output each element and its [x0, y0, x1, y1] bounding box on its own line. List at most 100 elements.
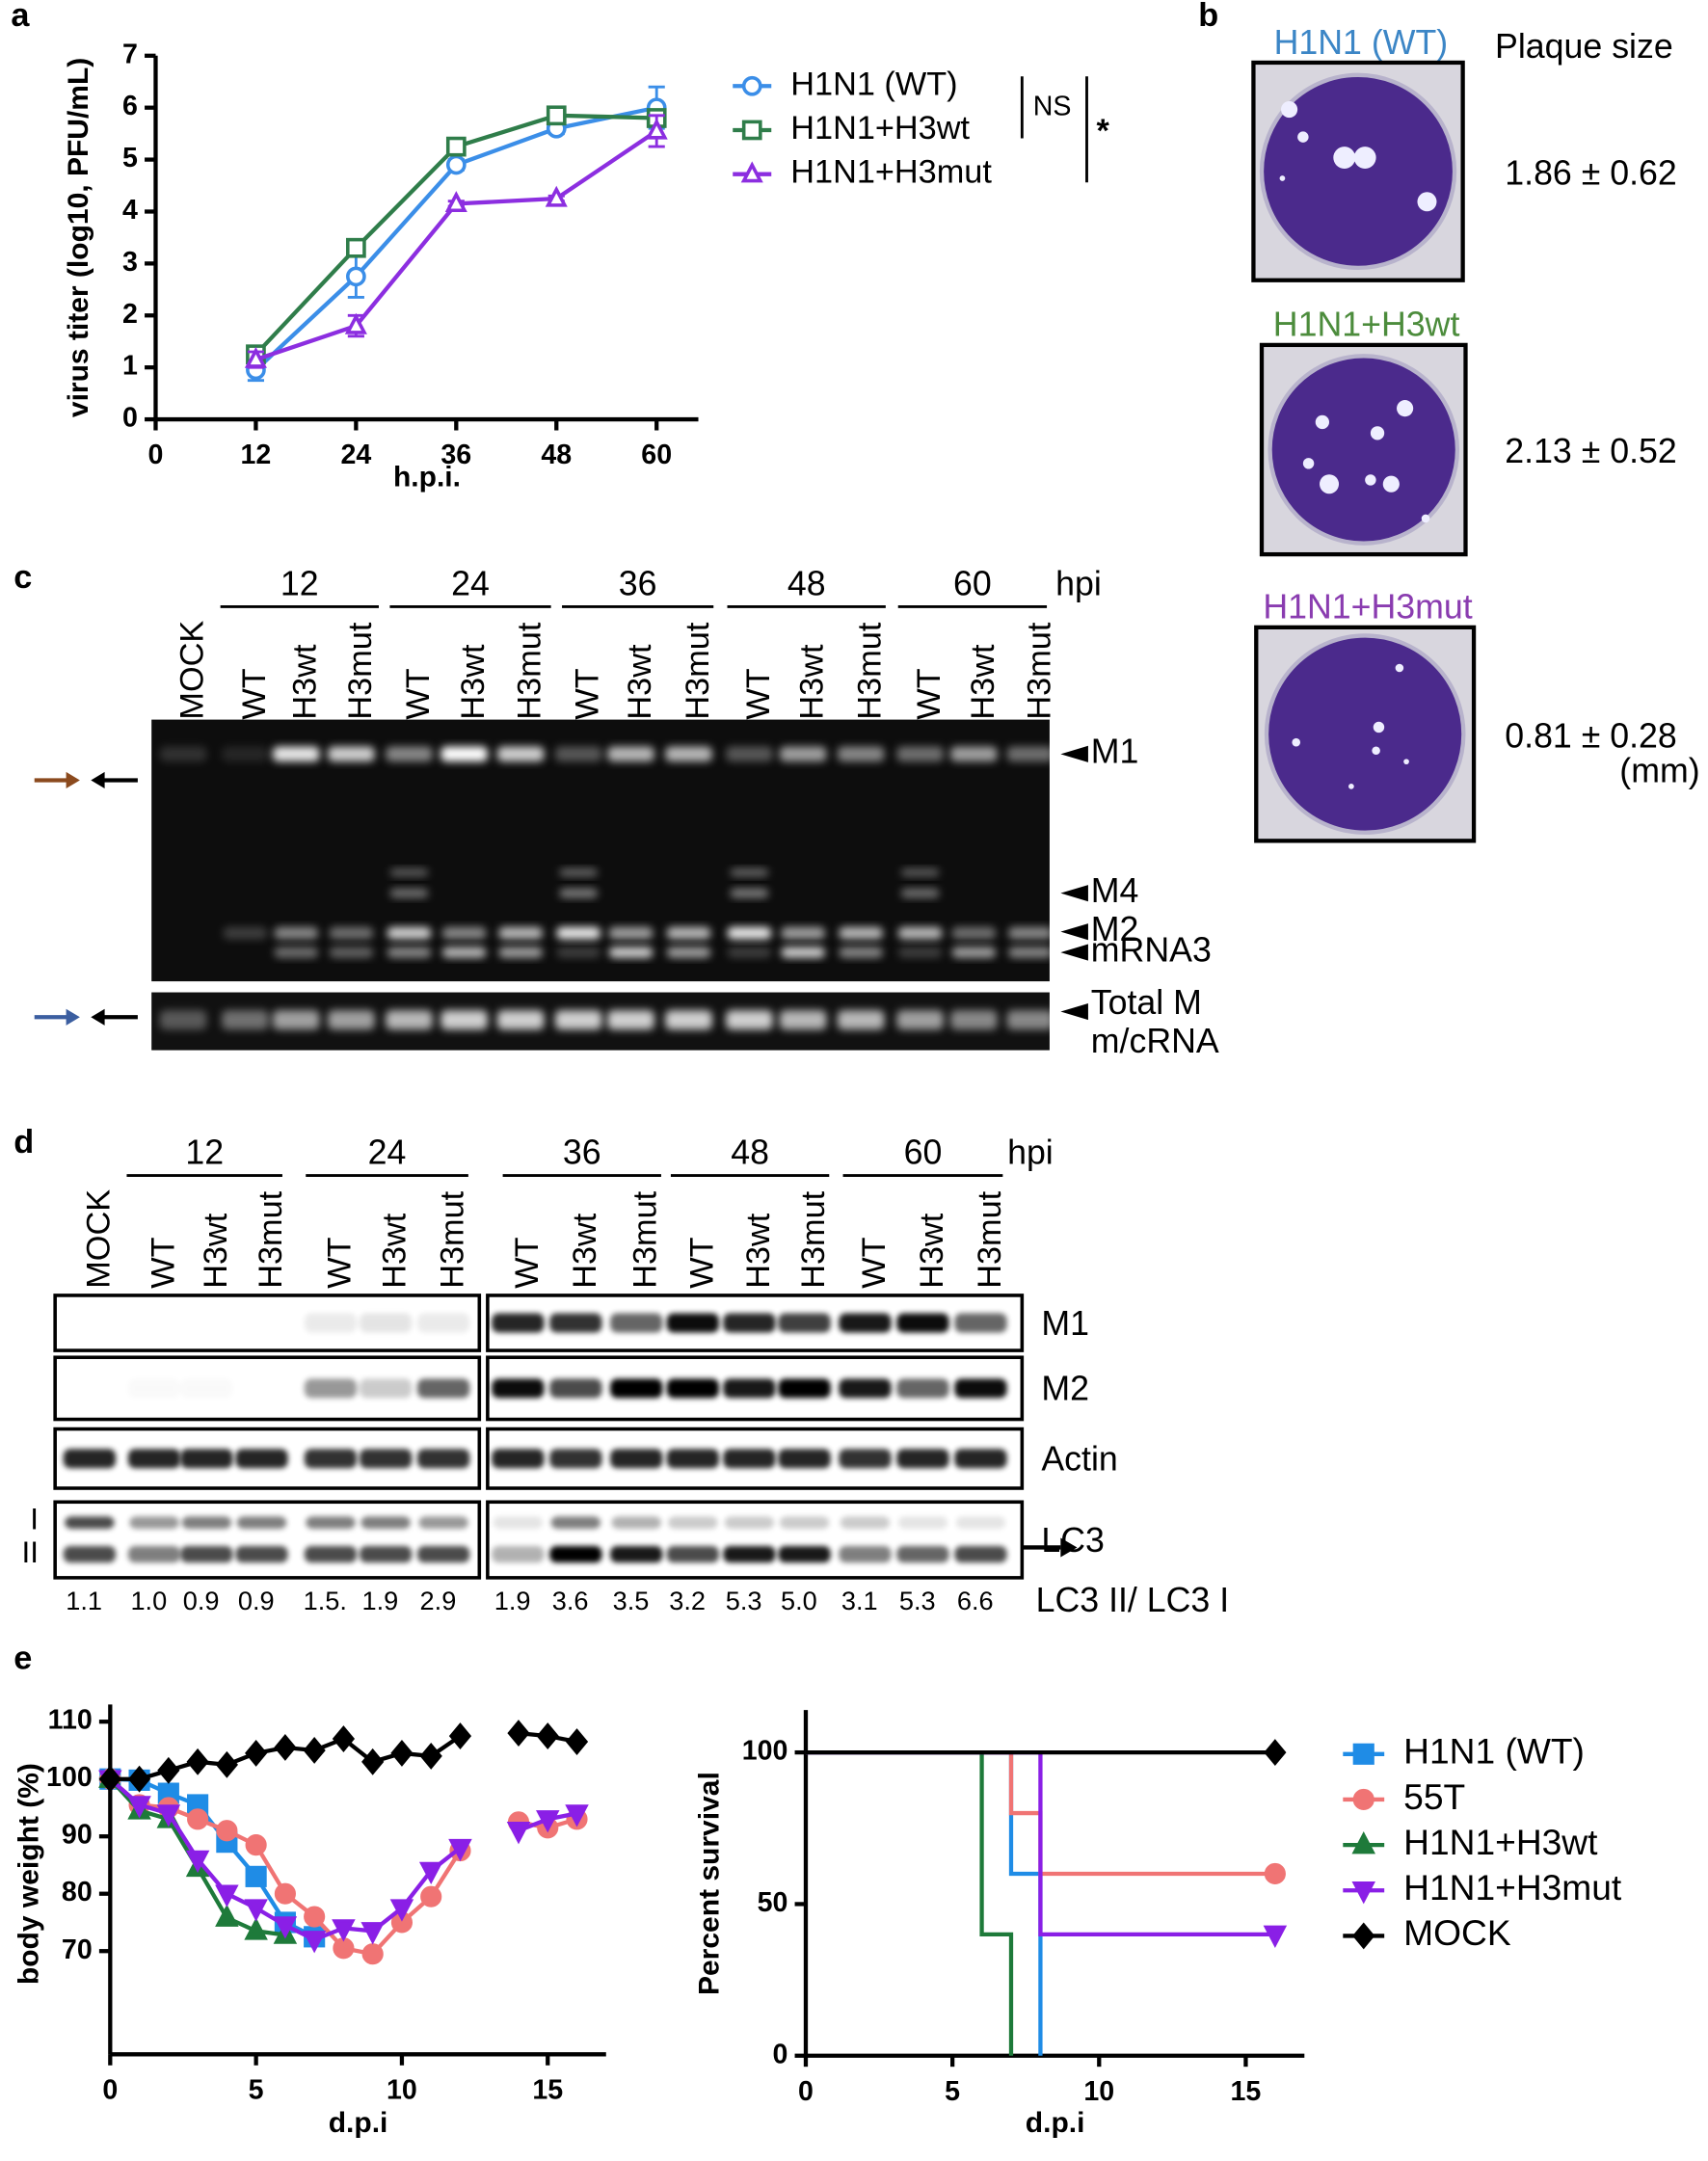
band: [839, 1378, 892, 1399]
lane-label: H3wt: [622, 644, 658, 720]
marker: [536, 1722, 559, 1750]
arrow-head: [91, 771, 105, 789]
band: [440, 1010, 488, 1030]
marker: [1351, 1831, 1375, 1854]
band: [129, 1516, 179, 1530]
plaque: [1292, 737, 1301, 747]
time-label: 48: [731, 1134, 769, 1172]
ratio: 1.0: [130, 1586, 167, 1615]
band: [666, 1449, 719, 1469]
plaque: [1333, 147, 1356, 169]
marker: [545, 185, 568, 207]
unit: (mm): [1619, 752, 1699, 790]
band: [554, 1010, 602, 1030]
marker: [244, 1917, 268, 1940]
band: [896, 1378, 949, 1399]
marker: [98, 1765, 121, 1793]
marker: [245, 1834, 267, 1856]
band: [549, 1313, 602, 1333]
lane-label: H3wt: [198, 1213, 234, 1289]
marker: [127, 1796, 151, 1819]
band: [306, 1516, 356, 1530]
band: [128, 1378, 180, 1398]
plaque: [1315, 414, 1330, 430]
band: [726, 1010, 773, 1030]
band: [666, 1378, 719, 1399]
band: [900, 867, 940, 877]
band: [723, 1378, 776, 1399]
band: [418, 1516, 468, 1530]
x-tick-label: 24: [340, 440, 371, 470]
band: [839, 1546, 892, 1563]
band: [723, 1546, 776, 1563]
band: [668, 1516, 718, 1530]
arrow-head: [91, 1008, 105, 1026]
marker: [507, 1720, 530, 1747]
x-tick-label: 15: [532, 2074, 563, 2105]
band: [839, 1449, 892, 1469]
band: [181, 1516, 232, 1530]
band: [440, 746, 488, 762]
band: [389, 867, 429, 877]
marker: [565, 1728, 589, 1755]
marker: [418, 1861, 443, 1884]
band: [235, 1449, 288, 1469]
marker: [741, 75, 762, 96]
lane-label: H3mut: [972, 1190, 1008, 1288]
band: [723, 1313, 776, 1333]
arrow-head: [1060, 1537, 1078, 1558]
band: [781, 947, 825, 958]
band: [954, 1546, 1007, 1563]
plaque-size: 0.81 ± 0.28: [1505, 716, 1677, 755]
row-label: M2: [1041, 1370, 1089, 1408]
y-tick-label: 80: [62, 1877, 93, 1908]
annotation: NS: [1033, 92, 1072, 122]
marker: [420, 1885, 442, 1908]
band: [897, 926, 943, 940]
marker: [389, 1899, 414, 1922]
band: [272, 1010, 320, 1030]
marker: [274, 1734, 297, 1761]
time-label: 60: [904, 1134, 943, 1172]
band: [896, 1546, 949, 1563]
marker: [156, 1804, 181, 1828]
marker: [741, 120, 762, 141]
band: [550, 1516, 601, 1530]
band: [730, 867, 769, 877]
marker: [332, 1919, 356, 1942]
x-axis-label: d.p.i: [329, 2107, 388, 2139]
unit: hpi: [1055, 564, 1102, 602]
band: [837, 1010, 885, 1030]
legend-label: H1N1+H3wt: [790, 110, 970, 147]
dish: [1268, 354, 1460, 546]
band: [665, 1010, 712, 1030]
marker: [361, 1747, 385, 1775]
band: [727, 947, 772, 958]
plaque: [1403, 759, 1409, 765]
band: [954, 1313, 1007, 1333]
band-pointer: [1060, 885, 1088, 902]
band: [441, 926, 487, 940]
lane-label: WT: [740, 668, 777, 719]
lane-label: WT: [911, 668, 947, 719]
band: [127, 1546, 181, 1563]
legend-label: MOCK: [1403, 1912, 1511, 1953]
band: [896, 1010, 944, 1030]
band: [63, 1449, 117, 1469]
panel-letter: b: [1198, 0, 1218, 34]
panel-letter: e: [13, 1641, 32, 1677]
band: [496, 746, 545, 762]
legend-label: H1N1+H3wt: [1403, 1822, 1598, 1862]
band-pointer: [1060, 1002, 1088, 1021]
marker: [740, 161, 763, 183]
lane-label: WT: [400, 668, 437, 719]
band: [180, 1378, 232, 1398]
marker: [536, 1810, 560, 1833]
band: [666, 926, 711, 940]
panel-letter: a: [11, 0, 30, 34]
band: [386, 1010, 433, 1030]
marker: [332, 1725, 356, 1752]
band-pointer: [1060, 745, 1088, 762]
band: [781, 926, 825, 940]
plaque: [1417, 192, 1437, 212]
